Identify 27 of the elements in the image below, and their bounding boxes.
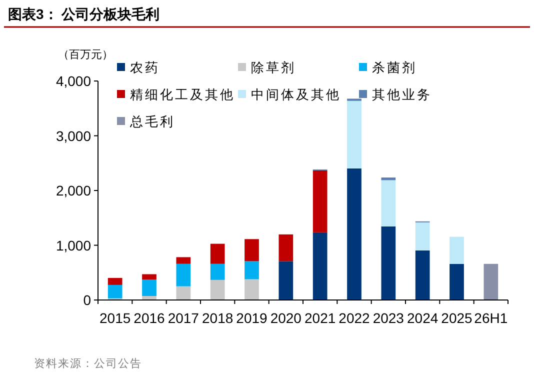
x-tick-label: 26H1 xyxy=(474,310,508,326)
x-tick-label: 2021 xyxy=(304,310,336,326)
legend-label: 中间体及其他 xyxy=(251,87,341,102)
legend-label: 杀菌剂 xyxy=(372,60,417,75)
x-tick-label: 2018 xyxy=(202,310,234,326)
legend-label: 农药 xyxy=(130,60,160,75)
x-tick-label: 2020 xyxy=(270,310,302,326)
x-tick-label: 2022 xyxy=(338,310,370,326)
x-tick-label: 2019 xyxy=(236,310,268,326)
chart-title: 图表3： 公司分板块毛利 xyxy=(8,6,160,22)
y-tick-label: 4,000 xyxy=(56,73,92,89)
legend-label: 其他业务 xyxy=(372,87,432,102)
x-tick-label: 2015 xyxy=(100,310,131,326)
legend-label: 总毛利 xyxy=(129,114,175,129)
y-tick-label: 3,000 xyxy=(56,128,92,144)
x-tick-label: 2025 xyxy=(441,310,473,326)
legend-label: 精细化工及其他 xyxy=(130,87,235,102)
text: 资料来源：公司公告 xyxy=(34,357,142,370)
x-tick-label: 2024 xyxy=(407,310,438,326)
y-tick-label: 2,000 xyxy=(56,182,92,198)
y-tick-label: 0 xyxy=(83,292,92,308)
y-tick-label: 1,000 xyxy=(56,237,92,254)
y-axis-title: （百万元） xyxy=(58,49,113,61)
x-tick-label: 2017 xyxy=(168,310,200,326)
x-tick-label: 2023 xyxy=(372,310,404,326)
legend-label: 除草剂 xyxy=(251,60,296,75)
x-tick-label: 2016 xyxy=(134,310,166,326)
